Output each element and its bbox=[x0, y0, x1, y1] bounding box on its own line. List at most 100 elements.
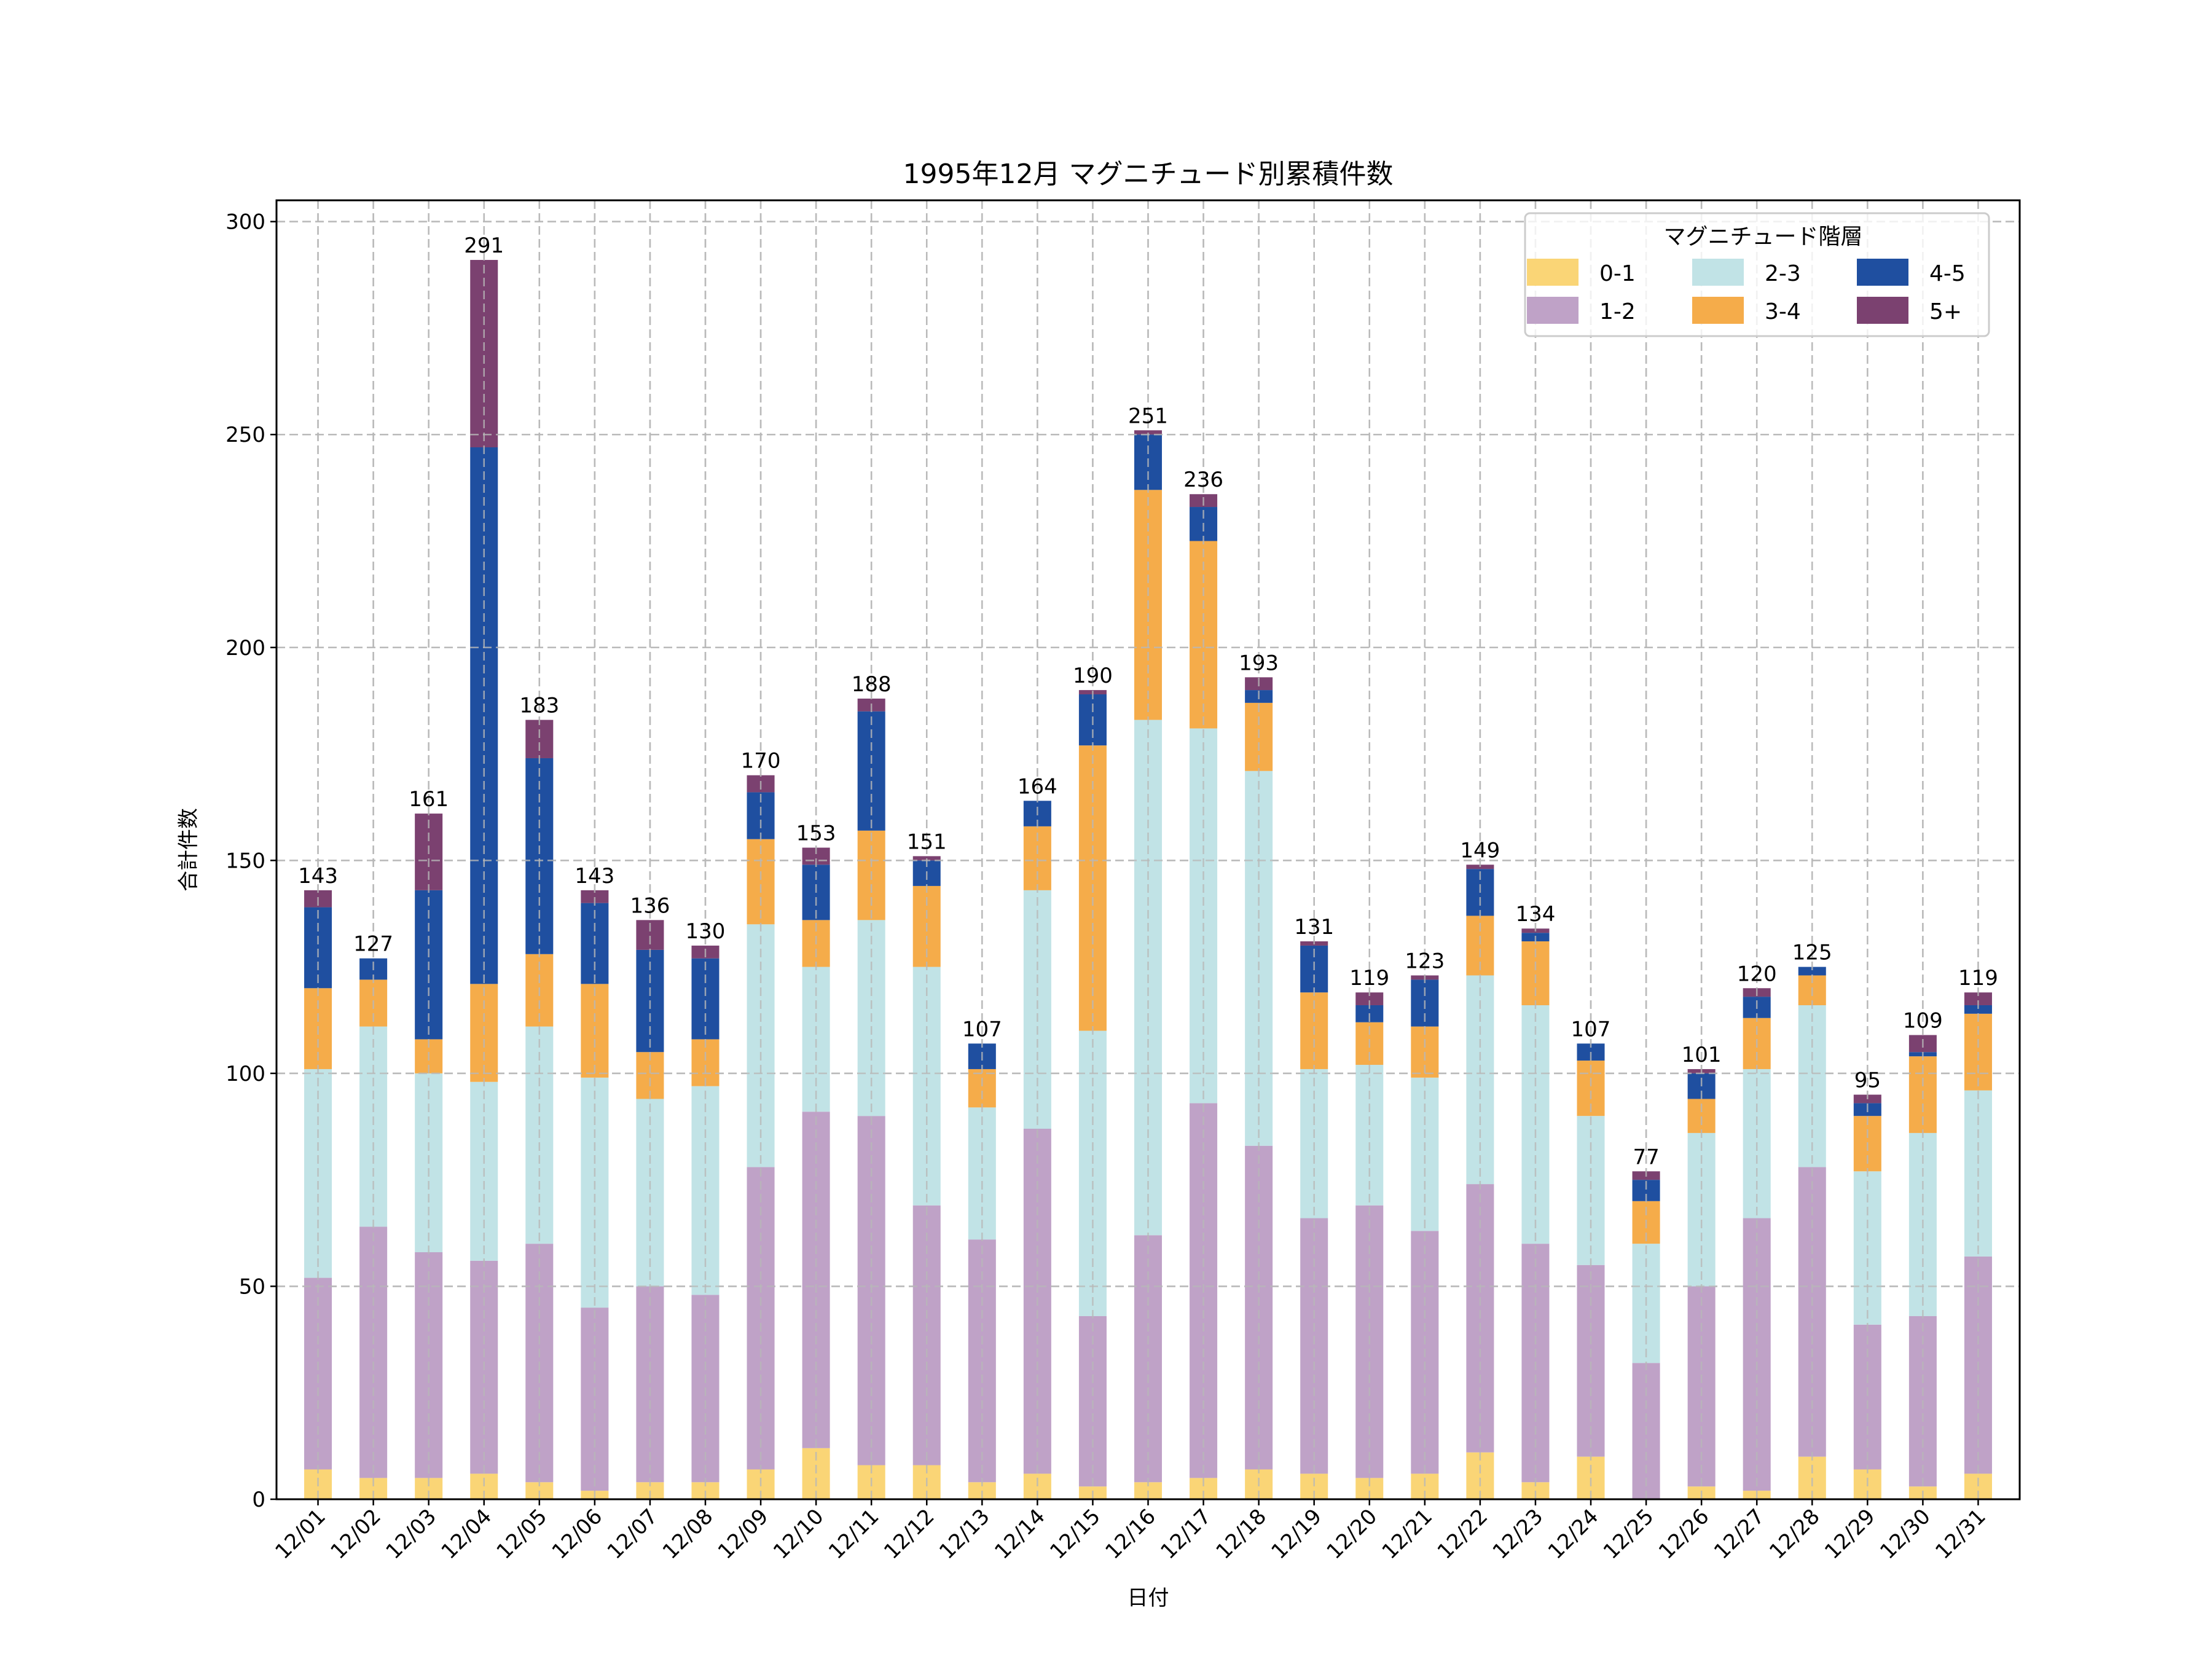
x-tick-label: 12/24 bbox=[1543, 1504, 1604, 1564]
legend-swatch bbox=[1692, 259, 1744, 286]
x-tick-label: 12/26 bbox=[1654, 1504, 1714, 1564]
total-label: 149 bbox=[1460, 838, 1500, 863]
total-label: 101 bbox=[1682, 1043, 1722, 1067]
bar-segment-5+ bbox=[581, 890, 609, 903]
x-tick-label: 12/01 bbox=[270, 1504, 331, 1564]
legend-item-3-4: 3-4 bbox=[1692, 297, 1801, 324]
x-tick-label: 12/15 bbox=[1045, 1504, 1105, 1564]
y-tick-label: 0 bbox=[252, 1488, 265, 1512]
chart-title: 1995年12月 マグニチュード別累積件数 bbox=[903, 159, 1394, 190]
x-tick-label: 12/22 bbox=[1433, 1504, 1493, 1564]
legend-label: 5+ bbox=[1929, 299, 1962, 324]
total-label: 193 bbox=[1239, 651, 1279, 675]
bar-segment-4-5 bbox=[691, 958, 720, 1040]
y-tick-label: 50 bbox=[239, 1274, 265, 1299]
total-label: 107 bbox=[962, 1017, 1002, 1041]
total-label: 131 bbox=[1294, 915, 1334, 939]
x-tick-label: 12/02 bbox=[326, 1504, 386, 1564]
total-label: 251 bbox=[1128, 404, 1168, 428]
bar-segment-1-2 bbox=[581, 1308, 609, 1491]
x-tick-label: 12/07 bbox=[603, 1504, 663, 1564]
total-label: 161 bbox=[409, 787, 449, 812]
total-label: 134 bbox=[1515, 902, 1555, 927]
bar-segment-2-3 bbox=[581, 1077, 609, 1308]
x-tick-label: 12/31 bbox=[1931, 1504, 1991, 1564]
x-tick-label: 12/13 bbox=[935, 1504, 995, 1564]
total-label: 119 bbox=[1958, 966, 1998, 990]
total-label: 95 bbox=[1854, 1069, 1881, 1093]
bar-segment-2-3 bbox=[1577, 1116, 1605, 1265]
bar-segment-4-5 bbox=[525, 758, 554, 954]
legend-label: 4-5 bbox=[1929, 261, 1966, 286]
legend-label: 0-1 bbox=[1599, 261, 1636, 286]
legend-title: マグニチュード階層 bbox=[1663, 224, 1862, 249]
bar-segment-1-2 bbox=[1853, 1324, 1881, 1470]
x-tick-label: 12/28 bbox=[1765, 1504, 1825, 1564]
x-tick-label: 12/11 bbox=[824, 1504, 884, 1564]
x-tick-label: 12/08 bbox=[658, 1504, 718, 1564]
bar-segment-4-5 bbox=[1964, 1005, 1992, 1014]
x-tick-label: 12/29 bbox=[1820, 1504, 1880, 1564]
total-label: 107 bbox=[1571, 1017, 1611, 1041]
total-label: 190 bbox=[1073, 664, 1113, 688]
bars-layer bbox=[276, 200, 2020, 1500]
x-tick-label: 12/17 bbox=[1156, 1504, 1216, 1564]
bar-segment-5+ bbox=[912, 856, 941, 861]
x-axis-ticks: 12/0112/0212/0312/0412/0512/0612/0712/08… bbox=[270, 1499, 1991, 1564]
total-label: 170 bbox=[741, 749, 781, 774]
total-label: 125 bbox=[1792, 941, 1832, 965]
y-tick-label: 100 bbox=[226, 1062, 265, 1086]
legend-item-2-3: 2-3 bbox=[1692, 259, 1801, 286]
legend-swatch bbox=[1692, 297, 1744, 324]
bar-segment-5+ bbox=[525, 720, 554, 758]
x-tick-label: 12/10 bbox=[769, 1504, 829, 1564]
bar-segment-1-2 bbox=[636, 1286, 664, 1483]
bar-segment-5+ bbox=[470, 260, 498, 448]
legend-swatch bbox=[1527, 259, 1579, 286]
x-tick-label: 12/21 bbox=[1378, 1504, 1438, 1564]
x-tick-label: 12/18 bbox=[1211, 1504, 1271, 1564]
bar-segment-1-2 bbox=[304, 1277, 332, 1470]
x-tick-label: 12/27 bbox=[1709, 1504, 1770, 1564]
x-tick-label: 12/05 bbox=[492, 1504, 552, 1564]
x-tick-label: 12/03 bbox=[381, 1504, 441, 1564]
total-label: 183 bbox=[519, 694, 559, 718]
total-label: 236 bbox=[1183, 468, 1223, 492]
total-label: 136 bbox=[630, 893, 670, 918]
total-label: 164 bbox=[1018, 774, 1057, 799]
legend-label: 1-2 bbox=[1599, 299, 1636, 324]
total-label: 109 bbox=[1903, 1009, 1943, 1033]
bar-segment-5+ bbox=[1355, 992, 1384, 1005]
legend-item-1-2: 1-2 bbox=[1527, 297, 1636, 324]
legend-swatch bbox=[1857, 259, 1908, 286]
x-tick-label: 12/30 bbox=[1875, 1504, 1936, 1564]
total-label: 77 bbox=[1633, 1145, 1659, 1169]
total-label: 127 bbox=[353, 932, 393, 957]
total-label: 120 bbox=[1737, 962, 1777, 986]
bar-segment-4-5 bbox=[1798, 967, 1826, 976]
x-tick-label: 12/12 bbox=[879, 1504, 939, 1564]
x-tick-label: 12/16 bbox=[1100, 1504, 1161, 1564]
total-labels-layer: 143 127 161 291 183 143 136 130 170 153 188 151 107 1… bbox=[298, 233, 1998, 1169]
legend-label: 3-4 bbox=[1765, 299, 1801, 324]
legend-item-4-5: 4-5 bbox=[1857, 259, 1966, 286]
y-axis-label: 合計件数 bbox=[176, 808, 201, 892]
legend-item-5+: 5+ bbox=[1857, 297, 1962, 324]
x-tick-label: 12/25 bbox=[1599, 1504, 1659, 1564]
x-tick-label: 12/20 bbox=[1322, 1504, 1382, 1564]
legend-swatch bbox=[1527, 297, 1579, 324]
total-label: 188 bbox=[852, 672, 892, 697]
x-tick-label: 12/04 bbox=[437, 1504, 497, 1564]
bar-segment-2-3 bbox=[1411, 1077, 1439, 1231]
bar-segment-5+ bbox=[1134, 430, 1163, 435]
x-tick-label: 12/14 bbox=[990, 1504, 1050, 1564]
y-tick-label: 300 bbox=[226, 210, 265, 235]
bar-segment-1-2 bbox=[1300, 1218, 1328, 1474]
total-label: 291 bbox=[464, 233, 504, 258]
total-label: 119 bbox=[1349, 966, 1389, 990]
total-label: 151 bbox=[907, 830, 947, 854]
legend-item-0-1: 0-1 bbox=[1527, 259, 1636, 286]
bar-segment-1-2 bbox=[1577, 1265, 1605, 1457]
y-tick-label: 250 bbox=[226, 423, 265, 447]
